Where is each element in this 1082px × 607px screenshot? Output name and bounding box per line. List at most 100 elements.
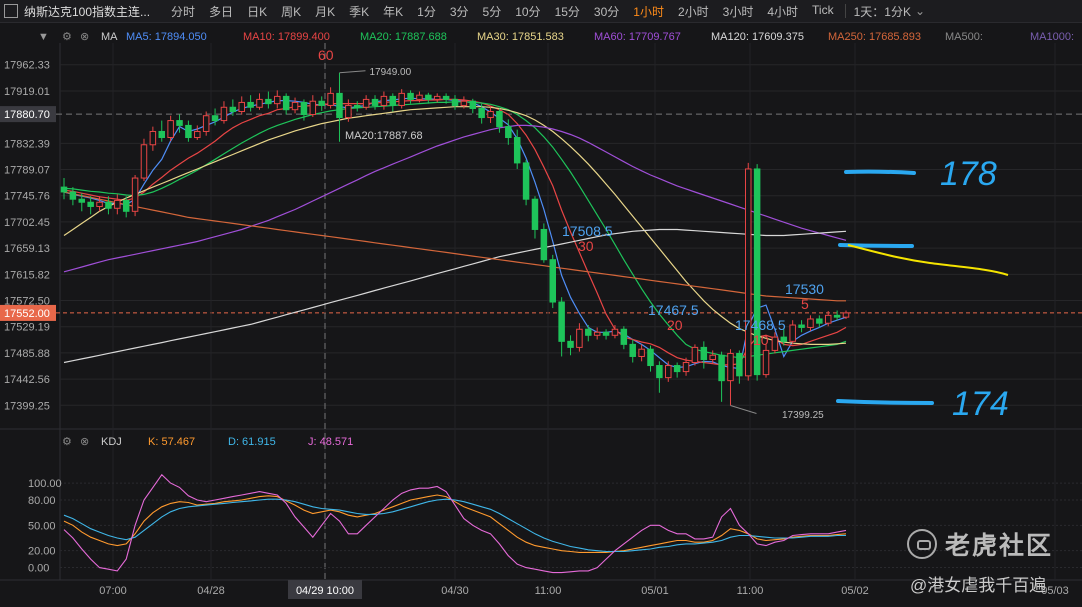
tab-timeframe[interactable]: 多日 <box>209 4 234 19</box>
candle-body <box>656 365 663 379</box>
price-tick: 17442.56 <box>4 374 50 386</box>
drawn-target-line <box>838 243 914 248</box>
price-tick: 17399.25 <box>4 400 50 412</box>
tab-timeframe[interactable]: 3分 <box>449 4 469 19</box>
range-selector[interactable]: 1天：1分K <box>853 4 911 19</box>
candle-body <box>798 324 805 328</box>
tab-timeframe[interactable]: 2小时 <box>677 4 709 19</box>
candle-body <box>709 354 716 360</box>
crosshair-price-label: 17880.70 <box>4 109 50 121</box>
candle-body <box>114 199 121 209</box>
time-tick: 05/01 <box>641 585 669 597</box>
tab-timeframe[interactable]: Tick <box>812 2 834 17</box>
watermark-brand: 老虎社区 <box>945 532 1054 560</box>
handwritten-label: 5 <box>801 296 809 312</box>
tab-timeframe[interactable]: 周K <box>281 4 302 19</box>
tiger-logo-icon <box>907 529 937 559</box>
tab-timeframe[interactable]: 1分 <box>417 4 436 19</box>
candle-body <box>513 137 521 164</box>
candle-body <box>291 101 299 111</box>
tab-timeframe[interactable]: 4小时 <box>767 4 799 19</box>
candle-body <box>362 98 370 108</box>
tab-timeframe[interactable]: 5分 <box>482 4 502 19</box>
candle-body <box>567 340 574 348</box>
candle-body <box>265 98 272 105</box>
candle-body <box>78 198 86 203</box>
candle-body <box>816 318 823 324</box>
candle-body <box>833 314 841 318</box>
candle-body <box>380 95 388 106</box>
tab-timeframe[interactable]: 1小时 <box>633 4 664 19</box>
candle-body <box>736 352 743 377</box>
last-price-box <box>0 304 56 321</box>
handwritten-label: 20 <box>667 317 683 333</box>
time-tick: 04/30 <box>441 585 469 597</box>
candle-body <box>780 336 788 342</box>
candle-body <box>789 324 796 342</box>
ma-legend-ma20: MA20: 17887.688 <box>360 31 447 43</box>
price-tick: 17659.13 <box>4 243 50 255</box>
kdj-tick: 20.00 <box>28 546 56 558</box>
annotation-leader <box>730 404 757 414</box>
candle-body <box>167 120 174 139</box>
kdj-legend-d: D: 61.915 <box>228 436 276 448</box>
window-icon[interactable] <box>4 4 18 18</box>
candle-body <box>611 328 619 336</box>
ma-legend-ma120: MA120: 17609.375 <box>711 31 804 43</box>
candle-body <box>558 301 565 342</box>
candle-body <box>762 349 770 376</box>
candle-body <box>336 92 343 119</box>
watermark-user: @港女虐我千百遍 <box>910 576 1047 595</box>
time-tick: 11:00 <box>737 585 764 597</box>
candle-body <box>176 120 183 126</box>
ma-legend-ma500: MA500: <box>945 31 983 43</box>
candle-body <box>807 318 814 328</box>
candle-body <box>282 95 290 111</box>
tab-timeframe[interactable]: 日K <box>247 4 268 19</box>
candle-body <box>371 98 379 106</box>
last-price-label: 17552.00 <box>4 308 50 320</box>
tab-timeframe[interactable]: 季K <box>349 4 370 19</box>
price-tick: 17962.33 <box>4 60 50 72</box>
tab-timeframe[interactable]: 10分 <box>515 4 541 19</box>
kdj-label: KDJ <box>101 436 122 448</box>
kdj-line-d <box>63 498 846 553</box>
kdj-tick: 50.00 <box>28 520 56 532</box>
tab-timeframe[interactable]: 30分 <box>593 4 620 19</box>
handwritten-label: 17508.5 <box>562 223 613 239</box>
candle-body <box>505 126 512 139</box>
candle-body <box>149 130 157 146</box>
kdj-settings-icon: ⚙ <box>62 436 72 448</box>
candle-body <box>229 106 237 113</box>
candle-body <box>842 312 850 318</box>
candle-body <box>300 101 308 116</box>
drawn-projection-line <box>847 244 1009 276</box>
chevron-down-icon[interactable]: ⌄ <box>914 4 926 18</box>
divider <box>844 4 846 18</box>
price-tick: 17529.19 <box>4 322 50 334</box>
tab-timeframe[interactable]: 15分 <box>554 4 580 19</box>
tab-timeframe[interactable]: 年K <box>383 4 404 19</box>
handwritten-label: 10 <box>753 332 769 348</box>
tab-timeframe[interactable]: 3小时 <box>722 4 754 19</box>
candle-body <box>522 162 530 200</box>
candle-body <box>531 198 539 230</box>
candle-body <box>425 94 432 100</box>
candle-body <box>682 362 690 373</box>
candle-body <box>327 92 334 106</box>
candle-body <box>602 331 610 336</box>
drawn-target-line <box>836 399 934 405</box>
candle-body <box>274 95 281 105</box>
candle-body <box>647 348 654 367</box>
candle-body <box>478 107 485 119</box>
annotation-leader <box>339 70 366 74</box>
tab-timeframe[interactable]: 分时 <box>171 4 196 19</box>
tab-timeframe[interactable]: 月K <box>315 4 336 19</box>
kdj-line-k <box>63 494 847 553</box>
candle-body <box>105 201 112 209</box>
candle-body <box>220 106 228 122</box>
ma-legend-ma30: MA30: 17851.583 <box>477 31 564 43</box>
instrument-title[interactable]: 纳斯达克100指数主连... <box>24 4 151 19</box>
candle-body <box>256 98 263 108</box>
stock-chart[interactable]: ▼ ⚙ ⊗ MA MA5: 17894.050 MA10: 17899.400 MA20: … <box>0 23 1082 607</box>
